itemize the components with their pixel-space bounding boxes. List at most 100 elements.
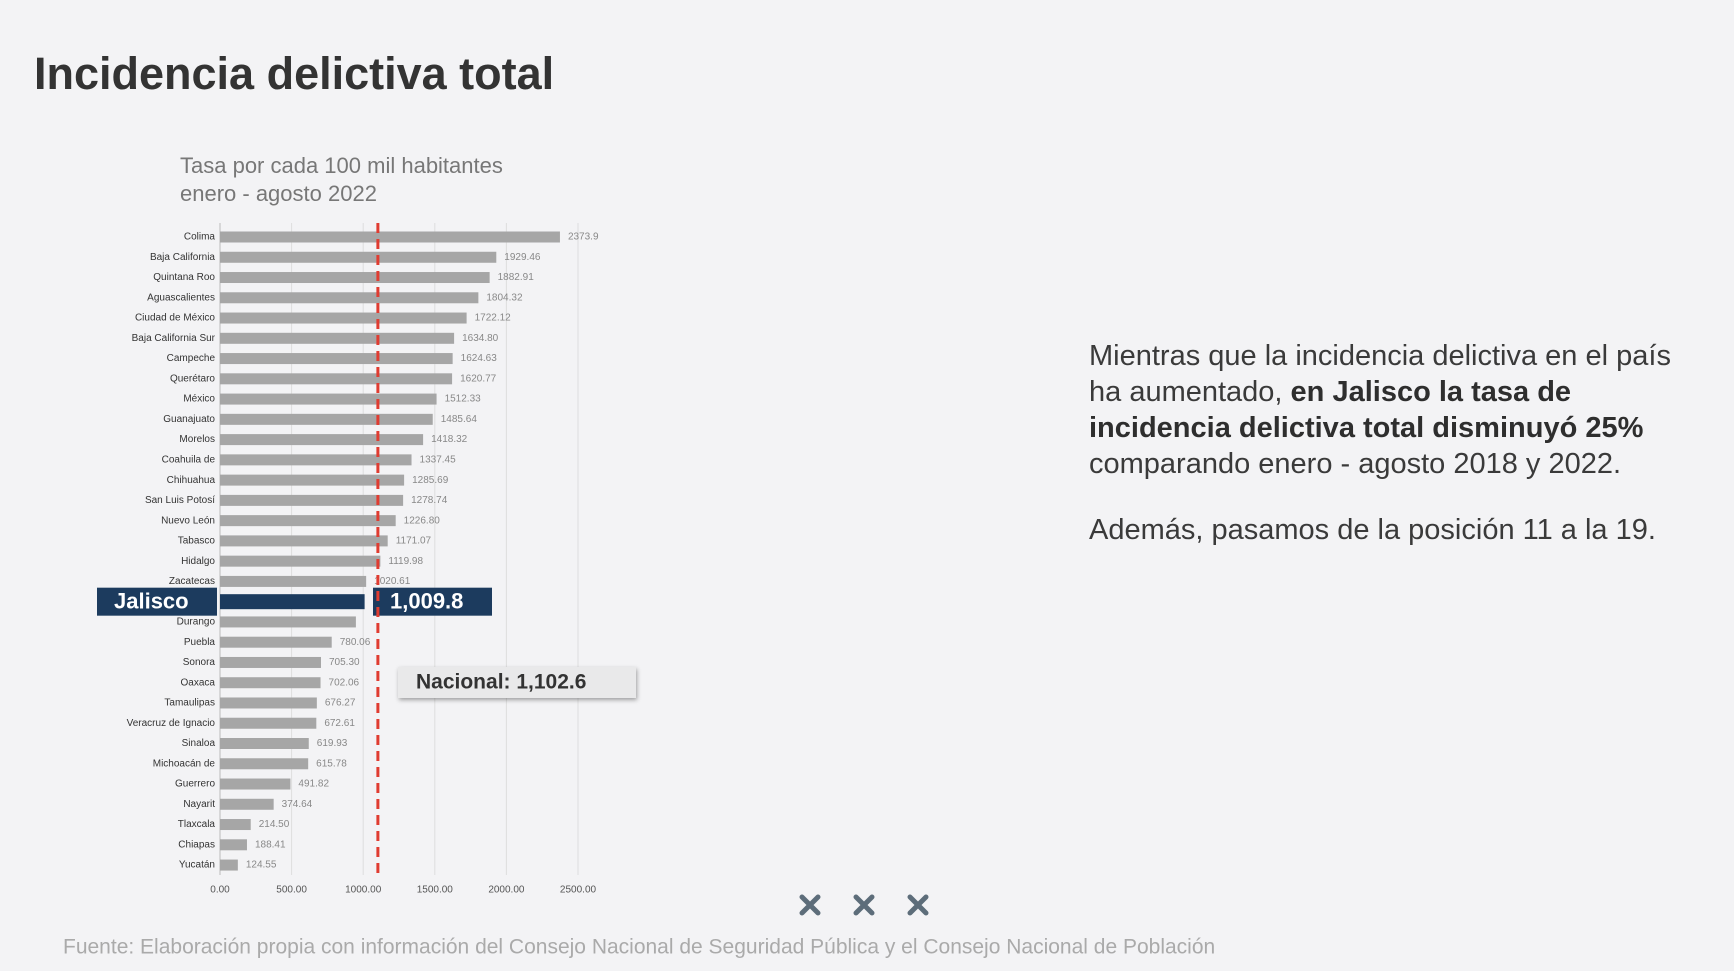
x-icon xyxy=(853,894,875,916)
x-tick-label: 2500.00 xyxy=(560,885,597,896)
bar xyxy=(220,494,404,506)
value-label: 188.41 xyxy=(255,839,286,850)
value-label: 1624.63 xyxy=(461,353,498,364)
bar xyxy=(220,272,490,284)
value-label: 1171.07 xyxy=(396,536,432,547)
value-label: 124.55 xyxy=(246,860,277,871)
value-label: 1020.61 xyxy=(374,576,411,587)
value-label: 672.61 xyxy=(324,718,355,729)
value-label: 615.78 xyxy=(316,758,347,769)
y-tick-label: Chihuahua xyxy=(167,475,216,486)
text: Además, pasamos de la posición 11 a la 1… xyxy=(1089,514,1656,546)
bar xyxy=(220,393,437,405)
y-tick-label: Guerrero xyxy=(175,779,215,790)
value-label: 780.06 xyxy=(340,637,371,648)
x-tick-label: 2000.00 xyxy=(488,885,525,896)
highlight-label-box xyxy=(97,587,217,616)
y-tick-label: Sonora xyxy=(183,657,216,668)
y-tick-label: Aguascalientes xyxy=(147,292,215,303)
y-tick-label: Querétaro xyxy=(170,373,215,384)
y-tick-label: Oaxaca xyxy=(181,677,216,688)
value-label: 1620.77 xyxy=(460,373,497,384)
y-tick-label: Tamaulipas xyxy=(164,698,215,709)
y-tick-label: México xyxy=(183,394,215,405)
bar xyxy=(220,819,251,831)
text: comparando enero - agosto 2018 y 2022. xyxy=(1089,448,1622,480)
y-tick-label: Guanajuato xyxy=(163,414,215,425)
y-tick-label: Chiapas xyxy=(178,839,215,850)
y-tick-label: Durango xyxy=(177,617,216,628)
bar xyxy=(220,231,560,243)
paragraph: Además, pasamos de la posición 11 a la 1… xyxy=(1089,512,1689,548)
y-tick-label: Tlaxcala xyxy=(178,819,216,830)
y-tick-label: Ciudad de México xyxy=(135,313,215,324)
bar xyxy=(220,312,467,324)
value-label: 1804.32 xyxy=(486,292,523,303)
x-tick-label: 1500.00 xyxy=(417,885,454,896)
bar xyxy=(220,839,247,851)
bar xyxy=(220,738,309,749)
x-tick-label: 1000.00 xyxy=(345,885,382,896)
chart-subtitle: enero - agosto 2022 xyxy=(180,181,377,206)
y-tick-label: Michoacán de xyxy=(153,758,216,769)
bar xyxy=(220,616,356,628)
y-tick-label: Nuevo León xyxy=(161,515,215,526)
value-label: 1722.12 xyxy=(475,313,512,324)
y-tick-label: Campeche xyxy=(167,353,216,364)
value-label: 491.82 xyxy=(298,779,329,790)
bar xyxy=(220,636,332,648)
bar xyxy=(220,413,433,425)
value-label: 676.27 xyxy=(325,698,356,709)
value-label: 1485.64 xyxy=(441,414,478,425)
paragraph: Mientras que la incidencia delictiva en … xyxy=(1089,338,1689,482)
value-label: 1285.69 xyxy=(412,475,449,486)
value-label: 1512.33 xyxy=(445,394,482,405)
value-label: 705.30 xyxy=(329,657,360,668)
value-label: 619.93 xyxy=(317,738,348,749)
bar xyxy=(220,798,274,810)
bar xyxy=(220,373,453,385)
value-label: 1119.98 xyxy=(388,556,423,567)
value-label: 214.50 xyxy=(259,819,290,830)
y-tick-label: Veracruz de Ignacio xyxy=(127,718,216,729)
y-tick-label: Quintana Roo xyxy=(153,272,215,283)
y-tick-label: Puebla xyxy=(184,637,216,648)
y-tick-label: Hidalgo xyxy=(181,556,215,567)
y-tick-label: Colima xyxy=(184,232,216,243)
bar xyxy=(220,656,321,668)
bar xyxy=(220,434,424,446)
bar xyxy=(220,697,317,709)
y-tick-label: Sinaloa xyxy=(182,738,216,749)
highlight-value-box xyxy=(373,587,492,616)
y-tick-label: San Luis Potosí xyxy=(145,495,215,506)
value-label: 2373.9 xyxy=(568,232,599,243)
value-label: 702.06 xyxy=(329,677,360,688)
y-tick-label: Coahuila de xyxy=(162,455,216,466)
value-label: 1634.80 xyxy=(462,333,499,344)
bar xyxy=(220,292,479,304)
value-label: 1,009.8 xyxy=(390,588,463,613)
bar xyxy=(220,778,291,790)
slide-title: Incidencia delictiva total xyxy=(34,48,554,99)
value-label: 1418.32 xyxy=(431,434,468,445)
x-icon xyxy=(907,894,929,916)
bar xyxy=(220,859,238,871)
bold-text: en Jalisco la tasa de incidencia delicti… xyxy=(1089,376,1644,444)
value-label: 1278.74 xyxy=(411,495,448,506)
chart-subtitle: Tasa por cada 100 mil habitantes xyxy=(180,153,503,178)
value-label: 1337.45 xyxy=(420,455,457,466)
bar xyxy=(220,575,367,587)
bar xyxy=(220,454,412,466)
y-tick-label: Baja California Sur xyxy=(132,333,216,344)
bar xyxy=(220,515,396,527)
y-tick-label: Nayarit xyxy=(183,799,215,810)
annotation-box xyxy=(398,667,636,698)
bar xyxy=(220,594,365,610)
source-note: Fuente: Elaboración propia con informaci… xyxy=(63,936,1215,959)
bar xyxy=(220,555,381,567)
value-label: 1882.91 xyxy=(498,272,535,283)
bar xyxy=(220,535,388,547)
y-tick-label: Morelos xyxy=(179,434,215,445)
x-icon xyxy=(799,894,821,916)
bar xyxy=(220,332,455,344)
